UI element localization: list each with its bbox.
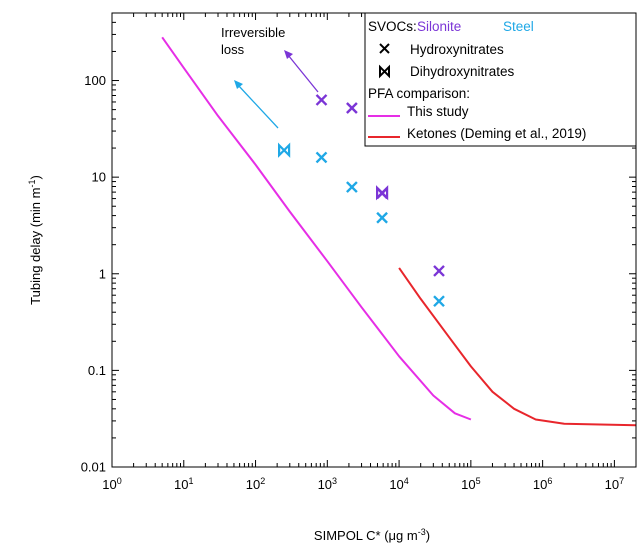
legend-box (364, 12, 637, 147)
x-tick-label: 107 (605, 476, 624, 492)
data-point-x (315, 151, 328, 164)
data-point-x (346, 181, 358, 193)
data-point-x (376, 211, 388, 224)
data-point-x (346, 102, 358, 114)
annotation-line1: Irreversible (221, 25, 285, 40)
x-axis-title-sup: -3 (418, 527, 426, 537)
y-axis-title-sup: -1 (27, 180, 37, 188)
arrow-steel (234, 80, 279, 129)
x-tick-label: 101 (174, 476, 193, 492)
series-line-4 (161, 36, 472, 421)
legend-pfa: PFA comparison: (368, 86, 470, 101)
x-tick-label: 106 (533, 476, 552, 492)
legend-bowtie-marker-icon (379, 64, 390, 79)
legend-this-study: This study (407, 104, 469, 119)
series-line-5 (398, 267, 637, 427)
legend-steel: Steel (503, 19, 534, 34)
legend-ketones: Ketones (Deming et al., 2019) (407, 126, 586, 141)
y-axis-title-main: Tubing delay (min m (28, 188, 43, 305)
x-tick-label: 100 (102, 476, 121, 492)
data-point-x (433, 295, 445, 308)
legend-svocs: SVOCs: (368, 19, 417, 34)
y-axis-title-end: ) (28, 175, 43, 179)
data-point-bowtie (376, 185, 389, 201)
x-axis-title: SIMPOL C* (μg m-3) (314, 527, 430, 543)
x-tick-label: 105 (461, 476, 480, 492)
annotation-line2: loss (221, 42, 245, 57)
data-point-x (315, 94, 328, 106)
x-tick-label: 103 (318, 476, 337, 492)
arrow-silonite (284, 50, 319, 93)
x-tick-label: 104 (389, 476, 408, 492)
data-point-x (433, 265, 445, 277)
y-tick-label: 10 (92, 170, 106, 185)
y-tick-label: 0.01 (81, 460, 106, 475)
legend-x-marker-icon (379, 43, 390, 54)
y-tick-label: 1 (99, 266, 106, 281)
y-tick-label: 100 (84, 73, 106, 88)
legend-dihydroxy: Dihydroxynitrates (410, 64, 515, 79)
y-tick-label: 0.1 (88, 363, 106, 378)
y-axis-title: Tubing delay (min m-1) (27, 175, 43, 305)
legend-silonite: Silonite (417, 19, 461, 34)
x-axis-title-main: SIMPOL C* (μg m (314, 528, 418, 543)
legend-hydroxy: Hydroxynitrates (410, 42, 504, 57)
x-tick-label: 102 (246, 476, 265, 492)
x-axis-title-end: ) (426, 528, 430, 543)
data-point-bowtie (278, 142, 291, 158)
legend: SVOCs: Silonite Steel Hydroxynitrates Di… (364, 12, 637, 147)
